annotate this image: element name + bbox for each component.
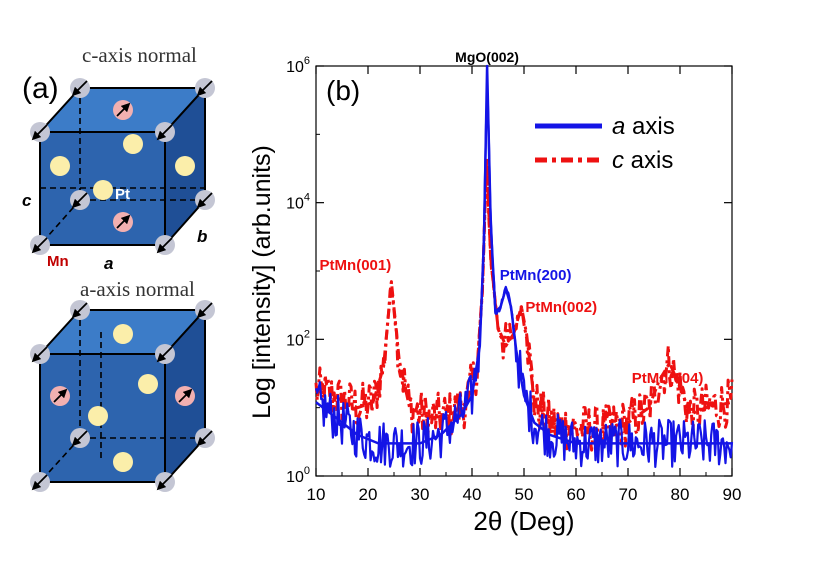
panel-a-label: (a)	[22, 72, 59, 105]
x-tick-label: 20	[359, 485, 378, 504]
peak-label: MgO(002)	[455, 49, 519, 65]
c-axis-label: c	[22, 191, 32, 210]
peak-label: PtMn(004)	[632, 370, 704, 387]
top-cube-mn-atoms	[113, 100, 133, 232]
a-axis-label: a	[104, 254, 113, 273]
x-tick-label: 30	[411, 485, 430, 504]
x-tick-label: 60	[567, 485, 586, 504]
bottom-cube-mn-atoms	[50, 386, 195, 406]
legend-a-label: a axis	[612, 113, 675, 140]
top-cube-corner-spins	[31, 80, 213, 254]
annotations-layer: MgO(002) PtMn(001) PtMn(200) PtMn(002) PtMn(…	[320, 49, 704, 387]
series-envelope-a-axis	[315, 64, 732, 445]
top-cube-title: c-axis normal	[82, 43, 197, 67]
y-tick-label: 104	[286, 192, 310, 213]
y-tick-label: 106	[286, 55, 310, 76]
legend-c-label: c axis	[612, 147, 673, 174]
x-tick-label: 50	[515, 485, 534, 504]
bottom-cube-corner-spins	[31, 302, 213, 491]
top-cube-pt-atoms	[50, 134, 195, 200]
peak-label: PtMn(002)	[525, 299, 597, 316]
legend: a axis c axis	[535, 113, 675, 174]
mn-label: Mn	[47, 253, 69, 270]
bottom-cube-hidden-edges	[39, 310, 205, 483]
y-axis-title: Log [intensity] (arb.units)	[248, 145, 276, 419]
x-tick-label: 70	[619, 485, 638, 504]
y-tick-label: 100	[286, 465, 310, 486]
pt-label: Pt	[115, 186, 130, 203]
y-tick-label: 102	[286, 328, 310, 349]
bottom-cube: a-axis normal	[30, 277, 215, 492]
series-layer	[314, 64, 734, 468]
x-tick-label: 40	[463, 485, 482, 504]
series-envelope-c-axis	[315, 156, 733, 430]
b-axis-label: b	[197, 227, 207, 246]
top-cube: c-axis normal	[22, 43, 215, 273]
peak-label: PtMn(200)	[500, 267, 572, 284]
xrd-chart: 10 20 30 40 50 60 70 80 90 100 102 104 106 MgO(002) P…	[248, 49, 741, 536]
peak-label: PtMn(001)	[320, 257, 392, 274]
x-axis-title: 2θ (Deg)	[473, 506, 574, 536]
x-tick-label: 10	[307, 485, 326, 504]
ticks-layer: 10 20 30 40 50 60 70 80 90 100 102 104 106	[286, 55, 741, 504]
panel-a: (a) c-axis normal	[22, 43, 215, 492]
bottom-cube-title: a-axis normal	[80, 277, 195, 301]
x-tick-label: 90	[723, 485, 742, 504]
series-line-c-axis	[314, 160, 734, 453]
bottom-cube-pt-atoms	[88, 324, 158, 472]
panel-b-label: (b)	[326, 75, 360, 106]
series-line-a-axis	[314, 92, 734, 468]
x-tick-label: 80	[671, 485, 690, 504]
